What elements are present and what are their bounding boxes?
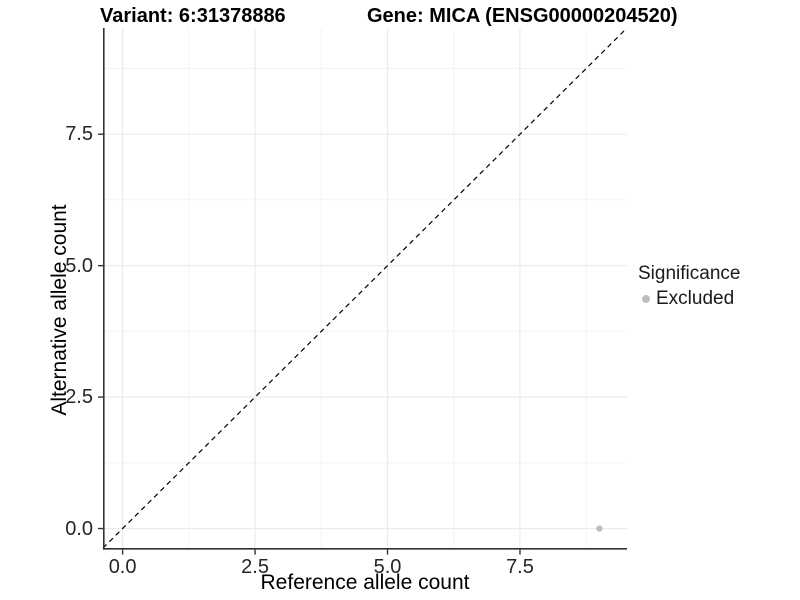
x-axis-title: Reference allele count xyxy=(260,571,470,594)
x-tick-label: 7.5 xyxy=(506,556,534,578)
x-tick-label: 5.0 xyxy=(373,556,402,578)
legend-point-icon xyxy=(642,295,650,303)
plot-title-gene: Gene: MICA (ENSG00000204520) xyxy=(367,5,678,27)
y-tick-label: 0.0 xyxy=(65,517,93,540)
legend-item-label: Excluded xyxy=(656,288,735,309)
y-tick-label: 7.5 xyxy=(65,123,93,146)
plot-panel xyxy=(98,28,627,555)
x-tick-label: 2.5 xyxy=(241,556,269,578)
y-tick-label: 5.0 xyxy=(65,254,93,277)
data-point xyxy=(596,525,603,532)
y-tick-label: 2.5 xyxy=(65,386,93,409)
legend-item: Excluded xyxy=(642,288,740,310)
identity-dashed-line xyxy=(102,28,627,549)
plot-title-variant: Variant: 6:31378886 xyxy=(100,5,286,27)
y-axis-title: Alternative allele count xyxy=(48,204,71,416)
legend: Significance Excluded xyxy=(638,263,740,310)
legend-items: Excluded xyxy=(638,288,740,310)
x-tick-label: 0.0 xyxy=(108,556,137,578)
legend-title: Significance xyxy=(638,263,741,284)
